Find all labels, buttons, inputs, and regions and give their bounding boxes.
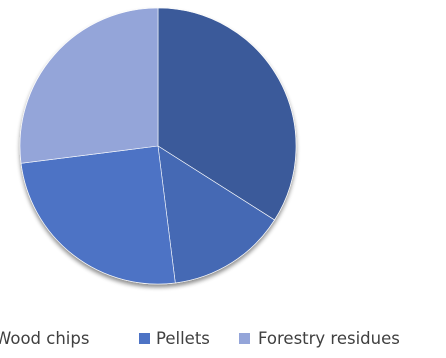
pie-slice-3 [19, 7, 159, 164]
legend-label-pellets: Pellets [156, 329, 210, 348]
legend-swatch-forestry-residues [239, 333, 250, 344]
legend-swatch-pellets [139, 333, 150, 344]
pie-slices [19, 7, 297, 285]
pie-slice-1 [157, 145, 275, 284]
legend: Wood chips Pellets Forestry residues [0, 329, 400, 348]
pie-slice-2 [20, 145, 176, 285]
legend-label-forestry-residues: Forestry residues [258, 329, 400, 348]
pie-slice-0 [157, 7, 297, 221]
legend-label-wood-chips: Wood chips [0, 329, 89, 348]
